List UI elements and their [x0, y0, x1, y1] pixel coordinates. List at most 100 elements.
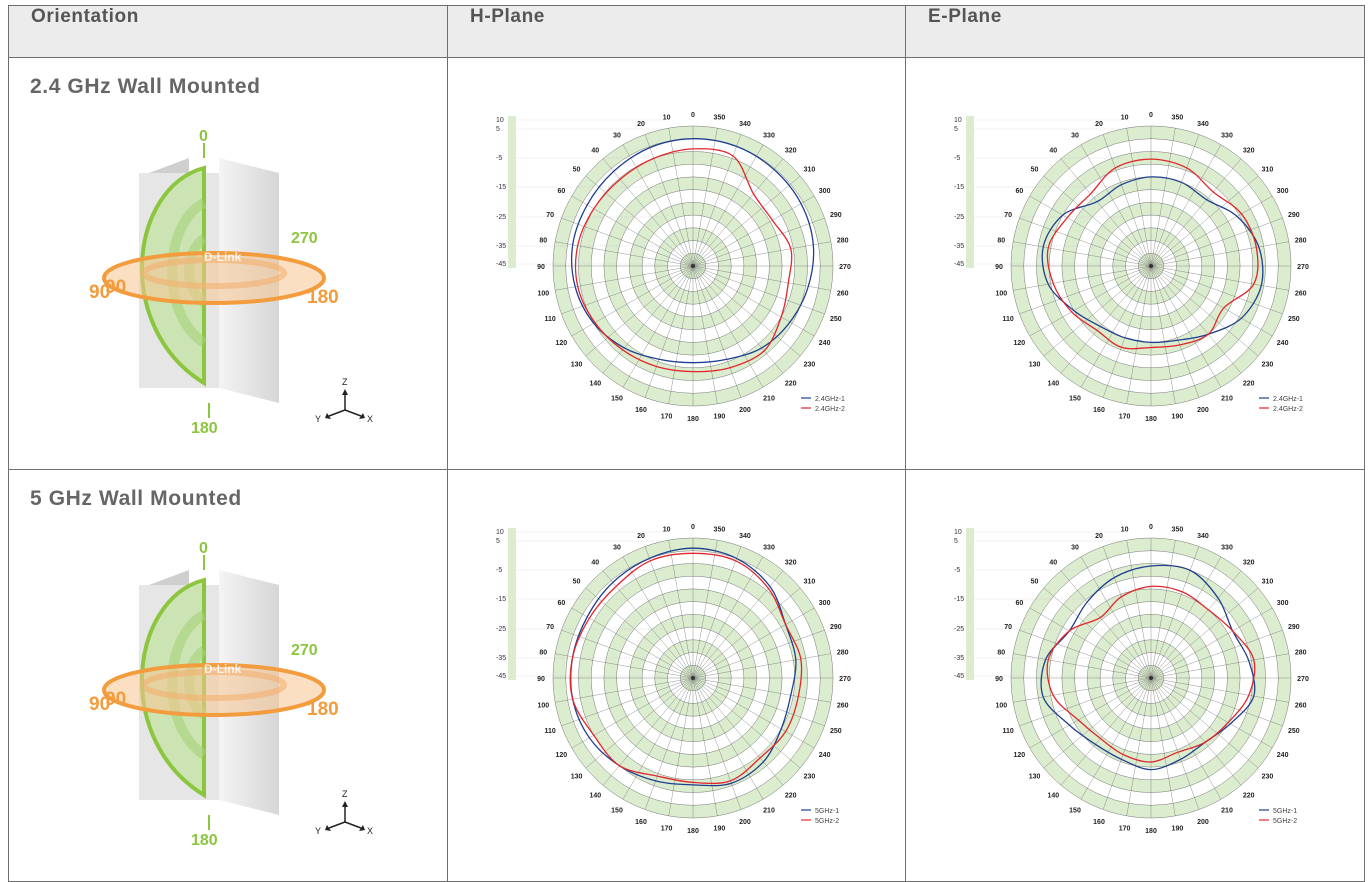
- grid-spoke: [692, 653, 831, 679]
- grid-spoke: [692, 265, 718, 404]
- grid-spoke: [644, 546, 694, 679]
- r-tick-label: 10: [496, 529, 504, 536]
- label-180: 180: [307, 699, 339, 720]
- orientation-label: 2.4 GHz Wall Mounted: [30, 75, 261, 98]
- angle-label: 130: [571, 774, 583, 781]
- grid-spoke: [1043, 175, 1152, 267]
- angle-label: 210: [763, 808, 775, 815]
- grid-spoke: [1019, 265, 1152, 315]
- grid-spoke: [1080, 265, 1152, 388]
- series-line: [1046, 585, 1256, 763]
- angle-label: 290: [1288, 624, 1300, 631]
- label-90: 90: [105, 689, 126, 710]
- angle-label: 270: [1297, 264, 1309, 271]
- angle-label: 120: [556, 340, 568, 347]
- angle-label: 280: [837, 238, 849, 245]
- angle-label: 230: [804, 774, 816, 781]
- grid-spoke: [1150, 677, 1242, 786]
- center-point: [1149, 264, 1153, 268]
- angle-label: 90: [537, 264, 545, 271]
- grid-spoke: [692, 144, 764, 267]
- grid-spoke: [692, 629, 825, 679]
- h-plane-chart: 10 5 -5 -15 -25 -35 -45 0 10 20 30 40 50 60 70 80 90 100 1…: [488, 520, 868, 850]
- grid-spoke: [692, 556, 764, 679]
- angle-label: 30: [1071, 544, 1079, 551]
- angle-label: 30: [1071, 132, 1079, 139]
- angle-label: 320: [785, 148, 797, 155]
- angle-label: 320: [1243, 560, 1255, 567]
- angle-label: 240: [1277, 752, 1289, 759]
- angle-label: 230: [1262, 774, 1274, 781]
- brand-logo: D-Link: [204, 250, 242, 264]
- r-tick-label: 5: [496, 538, 500, 545]
- angle-label: 60: [1015, 188, 1023, 195]
- angle-label: 280: [1295, 650, 1307, 657]
- angle-label: 320: [1243, 148, 1255, 155]
- grid-spoke: [1013, 265, 1152, 291]
- r-tick-label: 10: [954, 117, 962, 124]
- label-bottom: 180: [191, 832, 218, 849]
- angle-label: 50: [573, 166, 581, 173]
- label-270: 270: [291, 642, 318, 659]
- angle-label: 310: [804, 166, 816, 173]
- angle-label: 350: [714, 114, 726, 121]
- angle-label: 120: [1014, 752, 1026, 759]
- grid-spoke: [644, 265, 694, 398]
- grid-spoke: [1150, 587, 1259, 679]
- grid-spoke: [622, 677, 694, 800]
- angle-label: 80: [997, 650, 1005, 657]
- angle-label: 220: [785, 792, 797, 799]
- angle-label: 270: [1297, 676, 1309, 683]
- angle-label: 0: [691, 524, 695, 531]
- r-tick-label: -25: [954, 626, 964, 633]
- angle-label: 170: [661, 414, 673, 421]
- grid-spoke: [561, 677, 694, 727]
- angle-label: 300: [819, 188, 831, 195]
- label-zero: 0: [199, 128, 208, 145]
- angle-label: 130: [1029, 774, 1041, 781]
- angle-label: 140: [589, 380, 601, 387]
- angle-label: 260: [837, 702, 849, 709]
- grid-spoke: [692, 217, 825, 267]
- axis-z-label: Z: [342, 789, 348, 799]
- grid-spoke: [692, 175, 801, 267]
- grid-spoke: [692, 265, 784, 374]
- grid-spoke: [1150, 158, 1242, 267]
- angle-label: 210: [1221, 808, 1233, 815]
- label-180: 180: [307, 287, 339, 308]
- grid-spoke: [1019, 217, 1152, 267]
- legend-label: 2.4GHz-1: [1273, 396, 1303, 403]
- angle-label: 110: [545, 728, 556, 735]
- angle-label: 180: [687, 416, 699, 423]
- angle-label: 220: [1243, 792, 1255, 799]
- r-tick-label: -15: [496, 184, 506, 191]
- angle-label: 160: [635, 407, 647, 414]
- angle-label: 140: [1047, 792, 1059, 799]
- grid-spoke: [1150, 265, 1200, 398]
- angle-label: 310: [1262, 578, 1274, 585]
- grid-spoke: [1150, 265, 1242, 374]
- e-plane-cell: 10 5 -5 -15 -25 -35 -45 0 10 20 30 40 50 60 70 80 90 100 1…: [905, 469, 1365, 882]
- angle-label: 0: [691, 112, 695, 119]
- r-tick-label: -5: [954, 155, 960, 162]
- z-arrow: [342, 801, 348, 807]
- r-tick-label: -15: [496, 596, 506, 603]
- legend-label: 2.4GHz-2: [815, 406, 845, 413]
- grid-spoke: [1060, 265, 1152, 374]
- angle-label: 230: [1262, 362, 1274, 369]
- grid-spoke: [644, 134, 694, 267]
- angle-label: 110: [1003, 316, 1014, 323]
- legend-label: 5GHz-1: [1273, 808, 1297, 815]
- angle-label: 170: [1119, 826, 1131, 833]
- grid-spoke: [561, 265, 694, 315]
- grid-spoke: [602, 265, 694, 374]
- grid-spoke: [571, 195, 694, 267]
- angle-label: 270: [839, 264, 851, 271]
- angle-label: 130: [1029, 362, 1041, 369]
- angle-label: 270: [839, 676, 851, 683]
- grid-spoke: [1013, 241, 1152, 267]
- axis-y-label: Y: [315, 826, 321, 836]
- angle-label: 60: [557, 188, 565, 195]
- angle-label: 10: [663, 114, 671, 121]
